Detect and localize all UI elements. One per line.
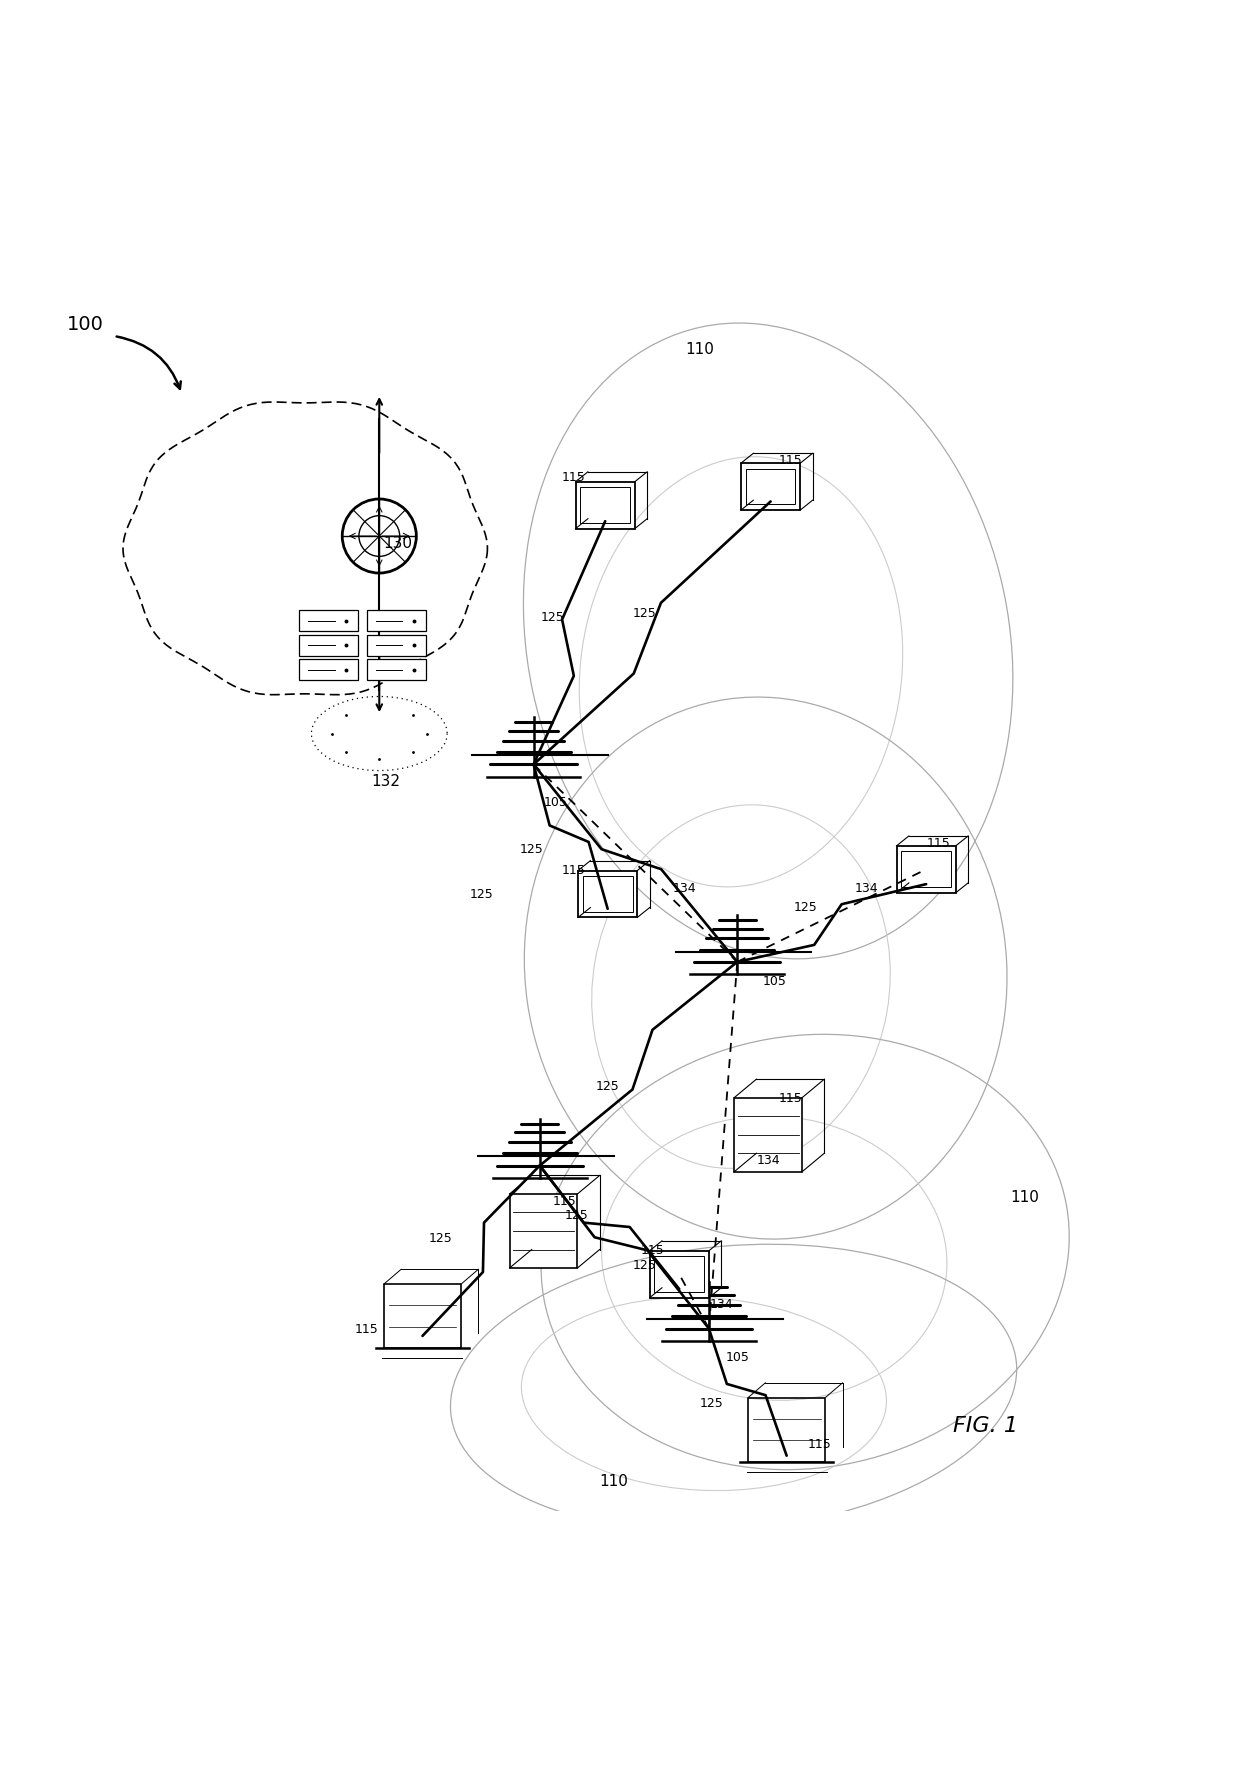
Text: 134: 134	[672, 882, 696, 894]
Text: 100: 100	[67, 315, 104, 335]
Text: 110: 110	[599, 1472, 629, 1488]
Bar	[367, 610, 427, 632]
Text: 115: 115	[355, 1322, 378, 1335]
FancyBboxPatch shape	[897, 846, 956, 893]
Text: 110: 110	[686, 342, 714, 356]
Text: 110: 110	[1011, 1190, 1039, 1204]
Bar	[299, 660, 358, 682]
Bar	[745, 469, 796, 504]
Text: 125: 125	[632, 1258, 656, 1272]
Bar	[299, 610, 358, 632]
Text: 125: 125	[632, 606, 656, 619]
Text: 125: 125	[794, 900, 817, 914]
Text: 134: 134	[709, 1297, 733, 1311]
Text: 115: 115	[640, 1243, 663, 1256]
Text: 125: 125	[541, 610, 564, 623]
Text: 115: 115	[562, 864, 585, 877]
Bar	[510, 1195, 578, 1268]
Text: 134: 134	[756, 1154, 780, 1166]
Text: 115: 115	[779, 454, 802, 467]
Bar	[299, 635, 358, 657]
FancyBboxPatch shape	[575, 483, 635, 530]
Text: 132: 132	[371, 773, 401, 789]
Text: FIG. 1: FIG. 1	[954, 1415, 1018, 1435]
FancyArrowPatch shape	[117, 338, 181, 390]
Text: 105: 105	[725, 1351, 749, 1363]
Bar	[583, 877, 632, 912]
Text: 115: 115	[562, 471, 585, 485]
Text: 125: 125	[595, 1079, 620, 1093]
Bar	[367, 660, 427, 682]
FancyBboxPatch shape	[578, 871, 637, 918]
Text: 125: 125	[520, 843, 543, 855]
Bar	[655, 1256, 704, 1292]
Text: 115: 115	[779, 1091, 802, 1104]
FancyBboxPatch shape	[742, 463, 800, 512]
Text: 105: 105	[549, 1193, 573, 1208]
Text: 115: 115	[808, 1437, 832, 1451]
Text: 125: 125	[565, 1209, 589, 1222]
Text: 105: 105	[763, 975, 786, 988]
Text: 125: 125	[699, 1395, 723, 1410]
Text: 134: 134	[856, 882, 879, 894]
Bar	[734, 1098, 802, 1172]
Text: 115: 115	[926, 835, 950, 850]
Text: 125: 125	[429, 1231, 453, 1243]
Text: 125: 125	[470, 887, 494, 902]
Text: 130: 130	[383, 535, 412, 551]
Text: 105: 105	[544, 796, 568, 809]
Text: 115: 115	[553, 1193, 577, 1208]
Bar	[367, 635, 427, 657]
Bar	[580, 488, 630, 524]
Bar	[901, 852, 951, 887]
FancyBboxPatch shape	[650, 1251, 709, 1299]
